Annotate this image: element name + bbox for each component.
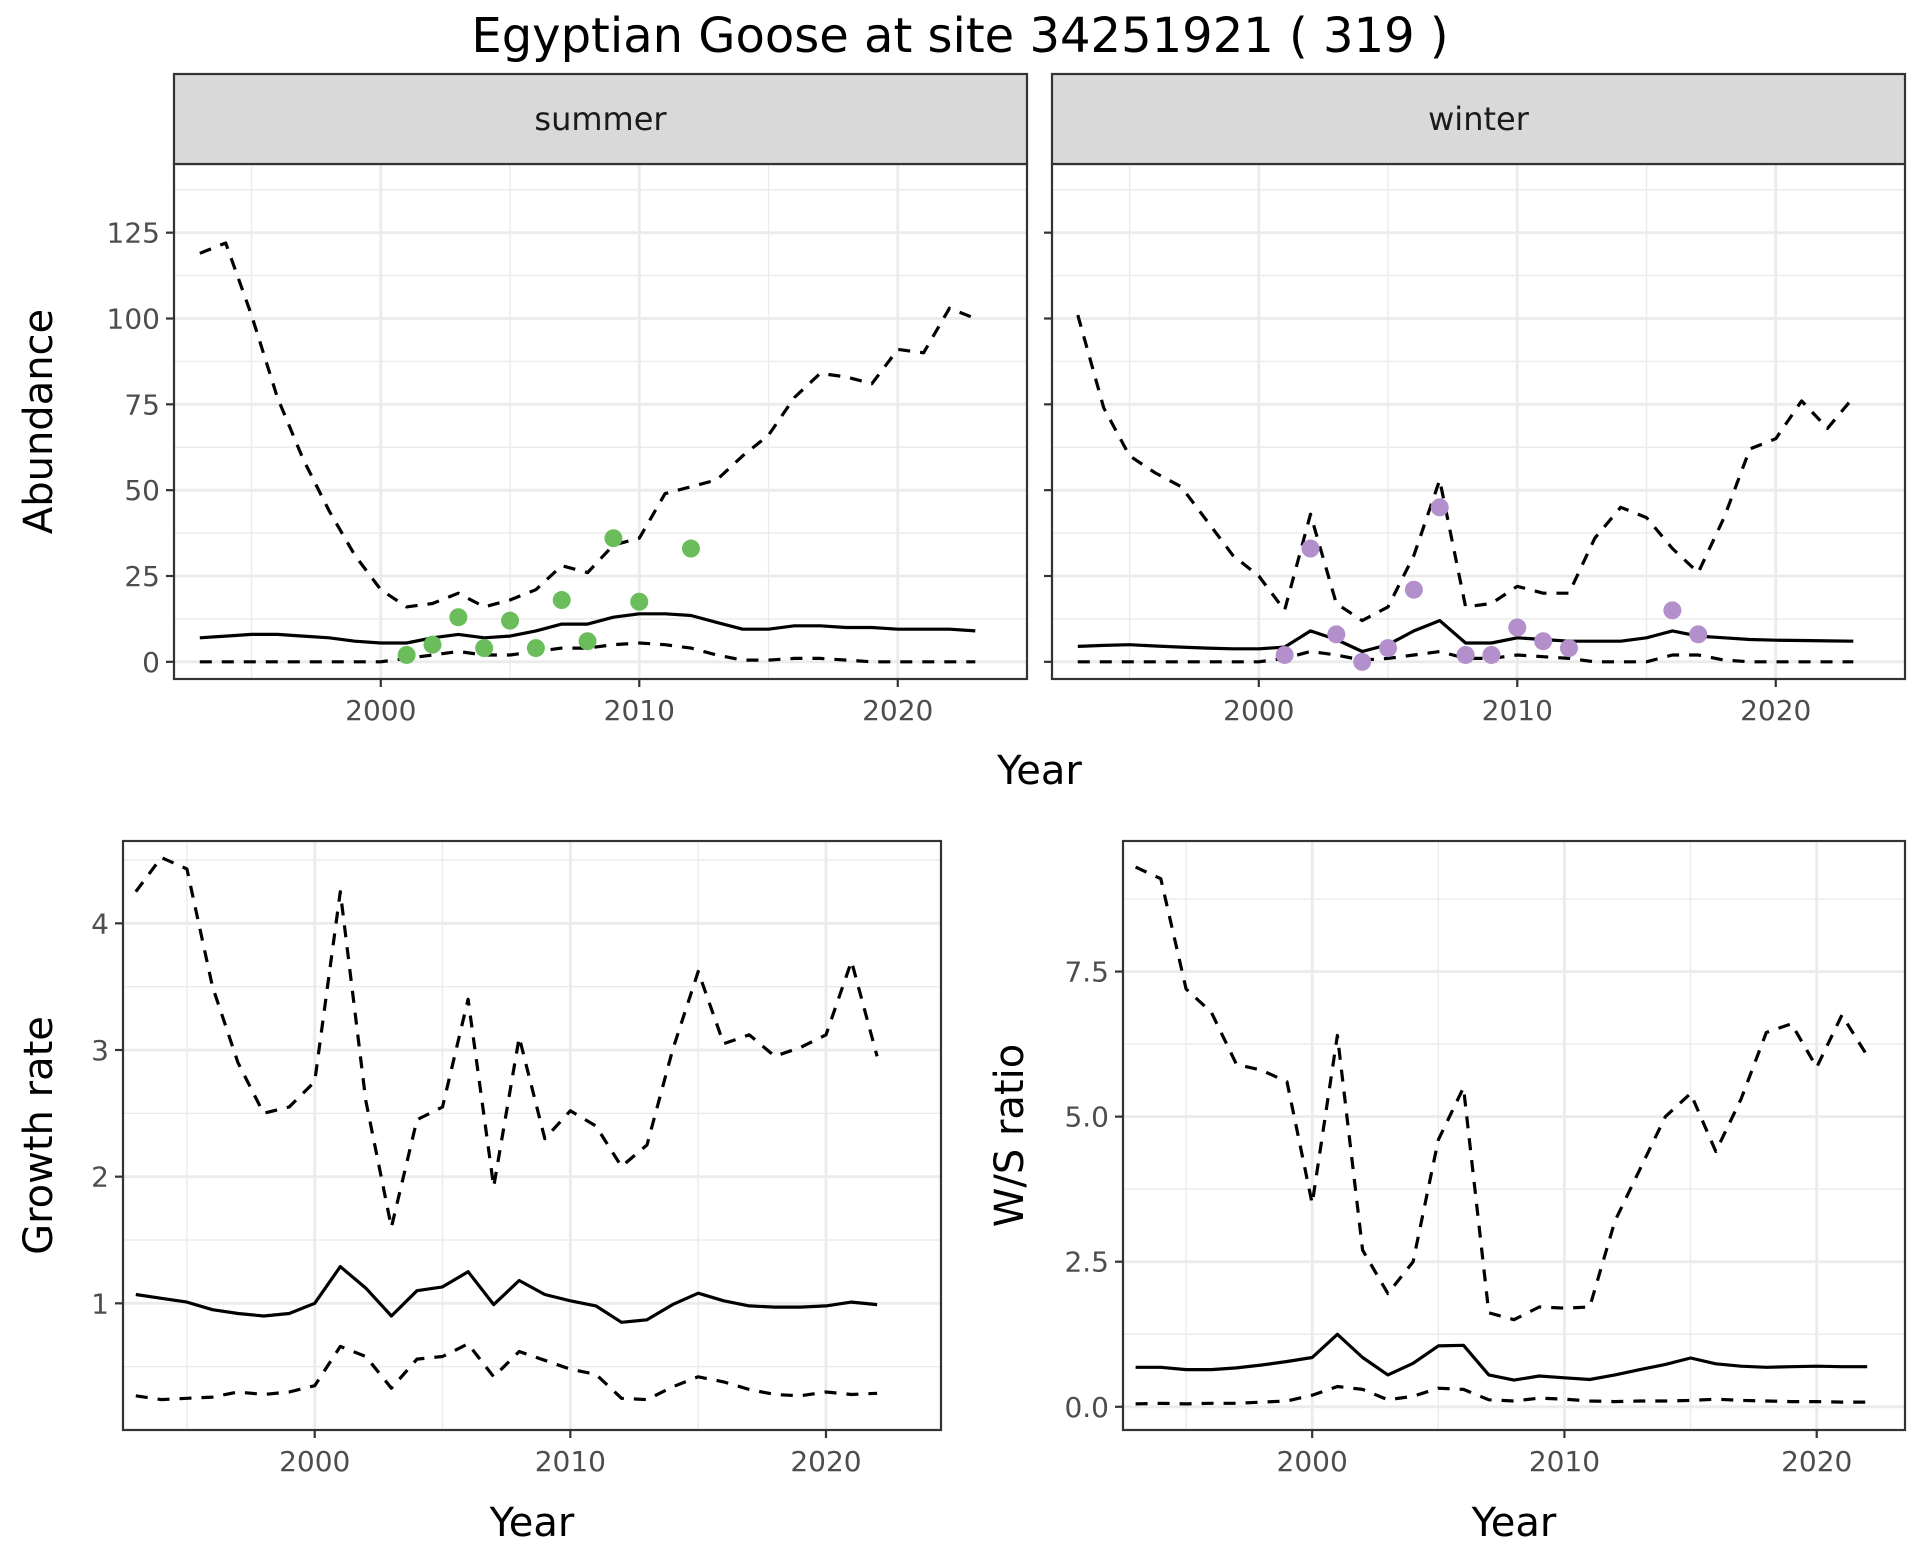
y-tick-label: 3 bbox=[91, 1034, 109, 1067]
observed-point bbox=[1301, 539, 1320, 558]
observed-point bbox=[1456, 645, 1475, 664]
y-axis-title: Growth rate bbox=[16, 1016, 62, 1255]
observed-point bbox=[397, 645, 416, 664]
y-axis-title: Abundance bbox=[16, 309, 62, 534]
y-tick-label: 25 bbox=[124, 560, 160, 593]
observed-point bbox=[1508, 618, 1527, 637]
facet-strip bbox=[172, 72, 1029, 166]
x-tick-label: 2020 bbox=[1781, 1445, 1852, 1478]
chart-title: Egyptian Goose at site 34251921 ( 319 ) bbox=[471, 8, 1449, 64]
y-tick-label: 4 bbox=[91, 907, 109, 940]
lower-line bbox=[135, 1342, 878, 1402]
plot-area bbox=[174, 164, 1027, 679]
plot-area bbox=[1052, 164, 1905, 679]
observed-point bbox=[1379, 639, 1398, 658]
x-tick-label: 2010 bbox=[535, 1445, 606, 1478]
panel-growth: 2000 2010 2020 1 2 3 4 Growth rate Year bbox=[16, 839, 943, 1546]
y-tick-label: 5.0 bbox=[1064, 1101, 1109, 1134]
estimate-line bbox=[135, 1265, 878, 1324]
x-tick-label: 2010 bbox=[1529, 1445, 1600, 1478]
x-tick-label: 2000 bbox=[1223, 694, 1294, 727]
upper-line bbox=[134, 855, 879, 1229]
observed-point bbox=[681, 539, 700, 558]
observed-point bbox=[1353, 652, 1372, 671]
y-axis-title: W/S ratio bbox=[987, 1044, 1033, 1227]
observed-point bbox=[423, 635, 442, 654]
plot-area bbox=[123, 841, 941, 1430]
upper-line bbox=[199, 241, 976, 609]
panel-border bbox=[121, 839, 943, 1432]
observed-point bbox=[475, 639, 494, 658]
observed-point bbox=[449, 608, 468, 627]
plot-area bbox=[1123, 841, 1905, 1430]
observed-point bbox=[1689, 625, 1708, 644]
y-tick-label: 0.0 bbox=[1064, 1391, 1109, 1424]
y-tick-label: 0 bbox=[142, 646, 160, 679]
observed-point bbox=[1534, 632, 1553, 651]
x-tick-label: 2000 bbox=[279, 1445, 350, 1478]
x-tick-label: 2020 bbox=[862, 694, 933, 727]
panel-ratio: 2000 2010 2020 0.0 2.5 5.0 7.5 W/S ratio Year bbox=[987, 839, 1907, 1546]
y-tick-label: 50 bbox=[124, 474, 160, 507]
estimate-line bbox=[1135, 1332, 1868, 1382]
panel-winter: winter 2000 2010 2020 bbox=[1044, 72, 1907, 727]
y-tick-label: 75 bbox=[124, 388, 160, 421]
observed-point bbox=[552, 591, 571, 610]
x-tick-label: 2010 bbox=[1482, 694, 1553, 727]
y-tick-label: 2 bbox=[91, 1161, 109, 1194]
x-tick-label: 2010 bbox=[604, 694, 675, 727]
observed-point bbox=[1327, 625, 1346, 644]
y-tick-label: 2.5 bbox=[1064, 1246, 1109, 1279]
y-tick-label: 100 bbox=[107, 303, 160, 336]
estimate-line bbox=[199, 612, 976, 645]
x-tick-label: 2000 bbox=[1277, 1445, 1348, 1478]
x-tick-label: 2000 bbox=[345, 694, 416, 727]
observed-point bbox=[501, 611, 520, 630]
y-tick-label: 7.5 bbox=[1064, 956, 1109, 989]
observed-point bbox=[1559, 639, 1578, 658]
facet-strip bbox=[1050, 72, 1907, 166]
estimate-line bbox=[1077, 619, 1854, 654]
x-axis-title: Year bbox=[996, 748, 1082, 794]
facet-strip-label: summer bbox=[534, 100, 667, 138]
panel-summer: summer 2000 2010 2020 0 25 50 75 100 125 Abundance bbox=[16, 72, 1029, 727]
lower-line bbox=[199, 641, 976, 664]
facet-strip-label: winter bbox=[1428, 100, 1530, 138]
panel-border bbox=[1121, 839, 1907, 1432]
observed-point bbox=[1275, 645, 1294, 664]
x-tick-label: 2020 bbox=[790, 1445, 861, 1478]
lower-line bbox=[1135, 1384, 1868, 1406]
observed-point bbox=[578, 632, 597, 651]
observed-point bbox=[1482, 645, 1501, 664]
observed-point bbox=[526, 639, 545, 658]
x-tick-label: 2020 bbox=[1740, 694, 1811, 727]
y-tick-label: 1 bbox=[91, 1287, 109, 1320]
observed-point bbox=[1663, 601, 1682, 620]
observed-point bbox=[1430, 498, 1449, 517]
observed-point bbox=[630, 592, 649, 611]
observed-point bbox=[1404, 580, 1423, 599]
y-tick-label: 125 bbox=[107, 217, 160, 250]
observed-point bbox=[604, 529, 623, 548]
x-axis-title: Year bbox=[489, 1500, 575, 1546]
x-axis-title: Year bbox=[1471, 1500, 1557, 1546]
